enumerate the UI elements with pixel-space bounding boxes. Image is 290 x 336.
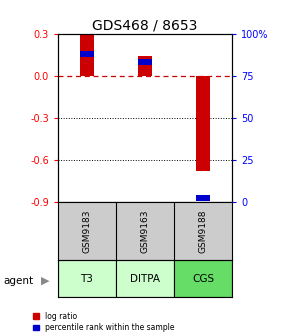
- Text: GSM9188: GSM9188: [198, 209, 208, 253]
- FancyBboxPatch shape: [116, 260, 174, 297]
- Legend: log ratio, percentile rank within the sample: log ratio, percentile rank within the sa…: [33, 312, 175, 332]
- Bar: [196, 76, 210, 171]
- Title: GDS468 / 8653: GDS468 / 8653: [92, 18, 198, 33]
- Bar: [80, 51, 94, 56]
- Text: ▶: ▶: [41, 276, 49, 286]
- Text: DITPA: DITPA: [130, 274, 160, 284]
- Bar: [196, 196, 210, 201]
- FancyBboxPatch shape: [174, 260, 232, 297]
- Bar: [138, 59, 152, 65]
- Bar: [138, 56, 152, 76]
- Text: T3: T3: [81, 274, 93, 284]
- Text: agent: agent: [3, 276, 33, 286]
- Text: GSM9163: GSM9163: [140, 209, 150, 253]
- Bar: [80, 35, 94, 76]
- Text: GSM9183: GSM9183: [82, 209, 92, 253]
- FancyBboxPatch shape: [58, 260, 116, 297]
- Text: CGS: CGS: [192, 274, 214, 284]
